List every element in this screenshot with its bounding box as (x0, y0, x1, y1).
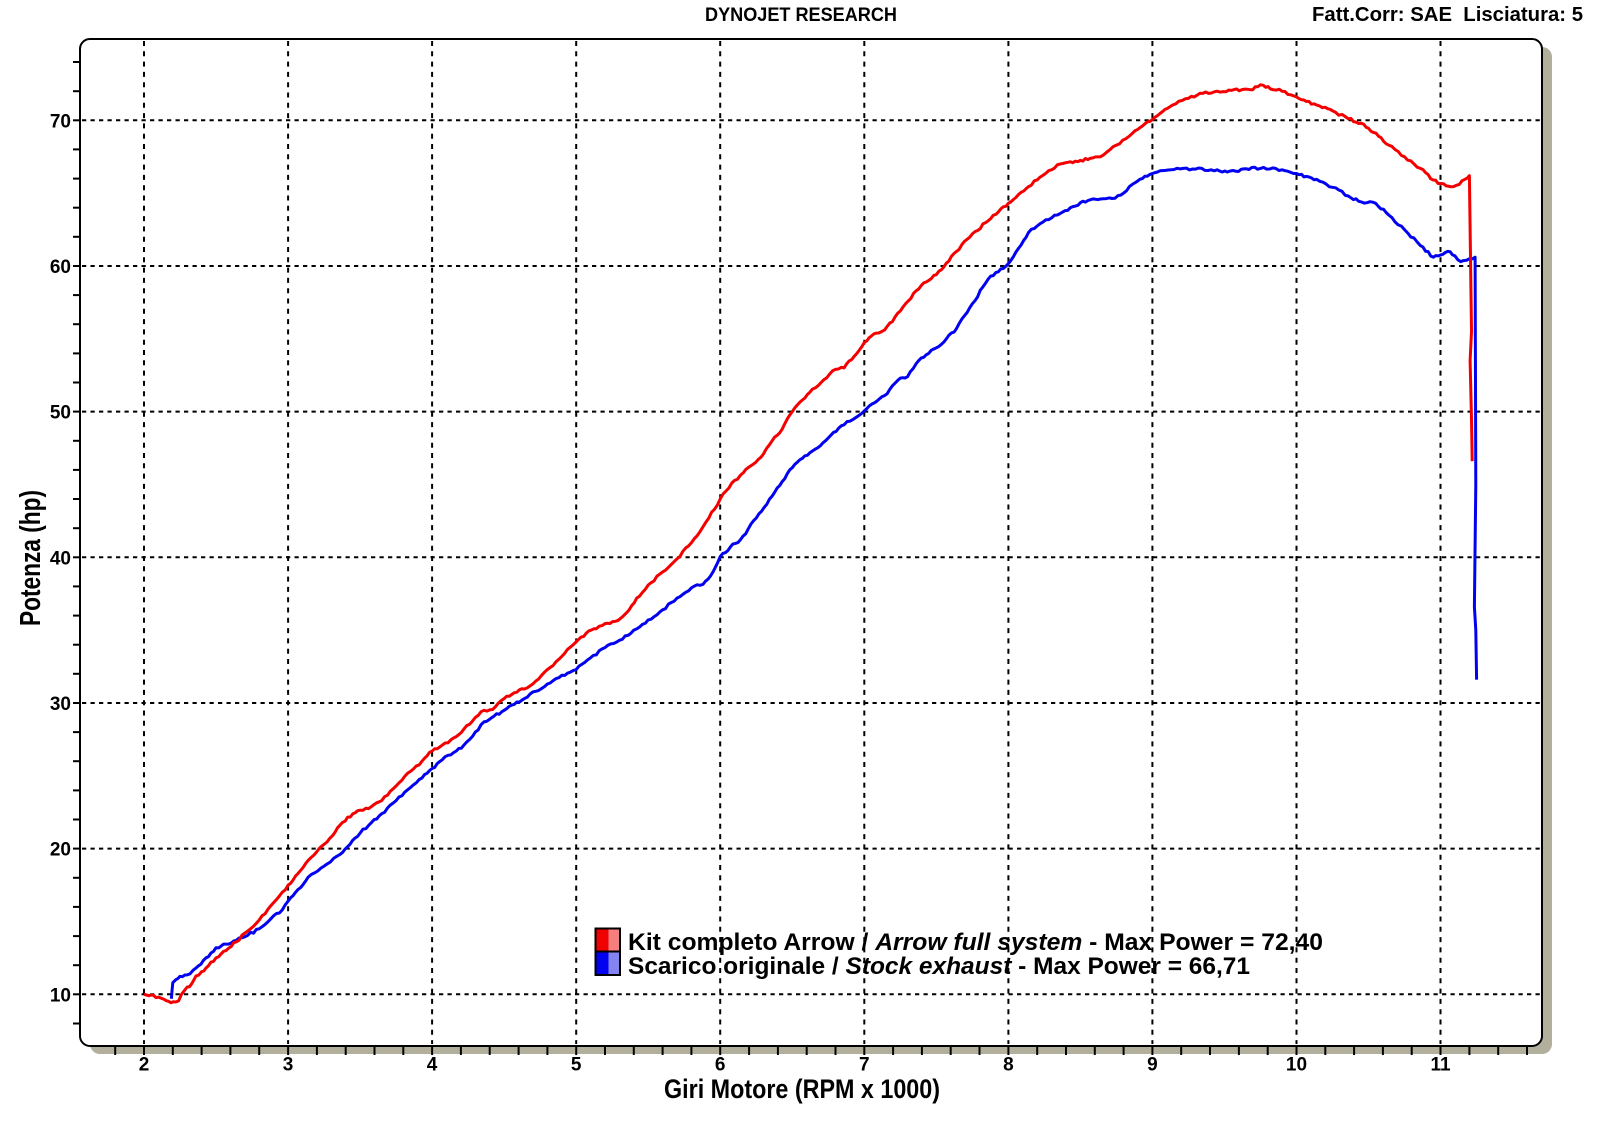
svg-text:3: 3 (283, 1055, 294, 1076)
svg-text:5: 5 (571, 1055, 582, 1076)
svg-text:20: 20 (50, 840, 71, 861)
svg-text:10: 10 (50, 985, 71, 1006)
svg-text:Potenza (hp): Potenza (hp) (15, 490, 47, 626)
svg-text:7: 7 (859, 1055, 870, 1076)
svg-text:50: 50 (50, 403, 71, 424)
svg-text:Fatt.Corr: SAE Lisciatura: 5: Fatt.Corr: SAE Lisciatura: 5 (1312, 4, 1583, 26)
svg-text:11: 11 (1430, 1055, 1451, 1076)
svg-text:60: 60 (50, 257, 71, 278)
svg-text:Giri Motore (RPM x 1000): Giri Motore (RPM x 1000) (664, 1074, 940, 1104)
svg-text:4: 4 (427, 1055, 438, 1076)
svg-text:6: 6 (715, 1055, 726, 1076)
svg-text:8: 8 (1003, 1055, 1014, 1076)
svg-text:Kit completo Arrow / Arrow ful: Kit completo Arrow / Arrow full system -… (628, 929, 1323, 956)
svg-text:2: 2 (139, 1055, 150, 1076)
svg-text:9: 9 (1147, 1055, 1158, 1076)
svg-text:10: 10 (1286, 1055, 1307, 1076)
svg-text:40: 40 (50, 548, 71, 569)
svg-text:DYNOJET RESEARCH: DYNOJET RESEARCH (705, 4, 897, 26)
svg-text:Scarico originale / Stock exha: Scarico originale / Stock exhaust - Max … (628, 953, 1250, 980)
svg-text:30: 30 (50, 694, 71, 715)
svg-text:70: 70 (50, 111, 71, 132)
